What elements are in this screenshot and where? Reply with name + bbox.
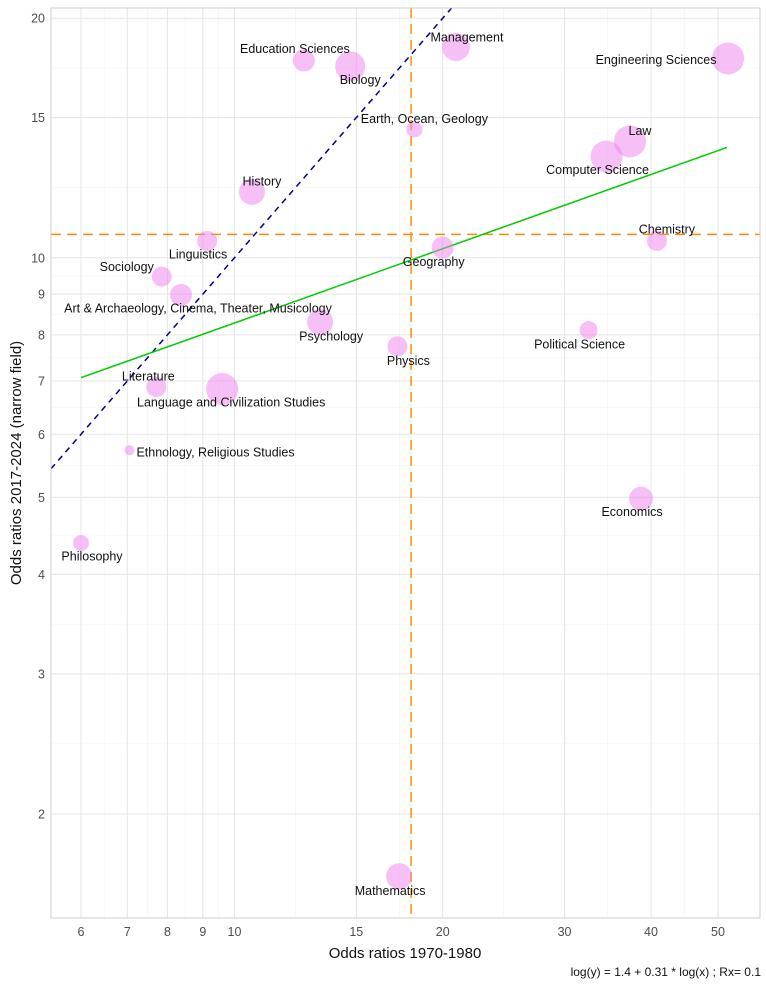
reference-lines bbox=[50, 7, 760, 918]
data-point bbox=[72, 535, 89, 552]
data-point bbox=[441, 33, 470, 62]
point-labels: Philosophy Ethnology, Religious Studies Li… bbox=[61, 31, 716, 898]
data-point bbox=[712, 42, 745, 75]
point-label: Mathematics bbox=[355, 884, 426, 898]
point-label: Geography bbox=[403, 255, 466, 269]
x-tick-label: 30 bbox=[558, 925, 572, 939]
regression-line bbox=[80, 146, 728, 379]
x-tick-label: 7 bbox=[124, 925, 131, 939]
point-label: Linguistics bbox=[169, 247, 227, 261]
y-tick-label: 6 bbox=[38, 428, 45, 442]
grid bbox=[51, 8, 760, 918]
data-point bbox=[406, 121, 423, 138]
regression-annotation: log(y) = 1.4 + 0.31 * log(x) ; Rx= 0.1 bbox=[571, 965, 762, 979]
point-label: Physics bbox=[387, 354, 430, 368]
data-point bbox=[387, 336, 408, 357]
x-tick-label: 8 bbox=[164, 925, 171, 939]
point-label: Literature bbox=[122, 369, 175, 383]
identity-line bbox=[50, 7, 453, 470]
y-tick-label: 10 bbox=[31, 251, 45, 265]
data-point bbox=[431, 236, 454, 259]
point-label: Philosophy bbox=[61, 550, 123, 564]
data-point bbox=[579, 321, 598, 340]
y-tick-label: 15 bbox=[31, 111, 45, 125]
y-tick-label: 2 bbox=[38, 807, 45, 821]
point-label: Ethnology, Religious Studies bbox=[136, 446, 294, 460]
point-label: Political Science bbox=[534, 338, 625, 352]
data-point bbox=[238, 178, 265, 205]
data-point bbox=[307, 309, 334, 336]
point-label: Economics bbox=[601, 505, 662, 519]
data-point bbox=[170, 283, 193, 306]
y-axis-title: Odds ratios 2017-2024 (narrow field) bbox=[8, 341, 25, 585]
data-point bbox=[629, 486, 654, 511]
y-tick-label: 8 bbox=[38, 328, 45, 342]
point-label: Earth, Ocean, Geology bbox=[361, 112, 489, 126]
point-label: Education Sciences bbox=[240, 42, 350, 56]
x-tick-label: 15 bbox=[349, 925, 363, 939]
x-tick-label: 50 bbox=[711, 925, 725, 939]
data-point bbox=[613, 125, 646, 158]
y-tick-label: 5 bbox=[38, 491, 45, 505]
axis-ticks: 6 7 8 9 10 15 20 30 40 50 2 3 4 5 6 7 8 9 10 15 20 bbox=[31, 12, 725, 939]
point-label: Sociology bbox=[100, 260, 155, 274]
y-tick-label: 3 bbox=[38, 667, 45, 681]
data-point bbox=[590, 140, 623, 173]
x-axis-title: Odds ratios 1970-1980 bbox=[329, 945, 482, 962]
point-label: Chemistry bbox=[639, 222, 696, 236]
data-point bbox=[151, 266, 172, 287]
x-tick-label: 20 bbox=[436, 925, 450, 939]
y-tick-label: 4 bbox=[38, 568, 45, 582]
x-tick-label: 10 bbox=[228, 925, 242, 939]
data-point bbox=[335, 51, 366, 82]
y-tick-label: 9 bbox=[38, 288, 45, 302]
y-tick-label: 7 bbox=[38, 375, 45, 389]
x-tick-label: 9 bbox=[199, 925, 206, 939]
panel-border bbox=[50, 7, 761, 919]
data-point bbox=[146, 376, 167, 397]
point-label: Computer Science bbox=[546, 163, 649, 177]
point-label: Psychology bbox=[299, 330, 364, 344]
data-point bbox=[386, 863, 413, 890]
data-point bbox=[292, 49, 315, 72]
point-label: Art & Archaeology, Cinema, Theater, Musi… bbox=[64, 301, 332, 315]
point-label: Management bbox=[430, 31, 503, 45]
x-tick-label: 40 bbox=[644, 925, 658, 939]
point-label: Biology bbox=[340, 73, 382, 87]
point-label: History bbox=[243, 174, 283, 188]
data-point bbox=[124, 445, 135, 456]
data-point bbox=[197, 230, 218, 251]
point-label: Engineering Sciences bbox=[596, 53, 717, 67]
point-label: Law bbox=[629, 124, 653, 138]
x-tick-label: 6 bbox=[78, 925, 85, 939]
data-point bbox=[646, 230, 667, 251]
data-point bbox=[206, 373, 239, 406]
point-label: Language and Civilization Studies bbox=[137, 396, 325, 410]
y-tick-label: 20 bbox=[31, 12, 45, 26]
points bbox=[72, 33, 745, 890]
